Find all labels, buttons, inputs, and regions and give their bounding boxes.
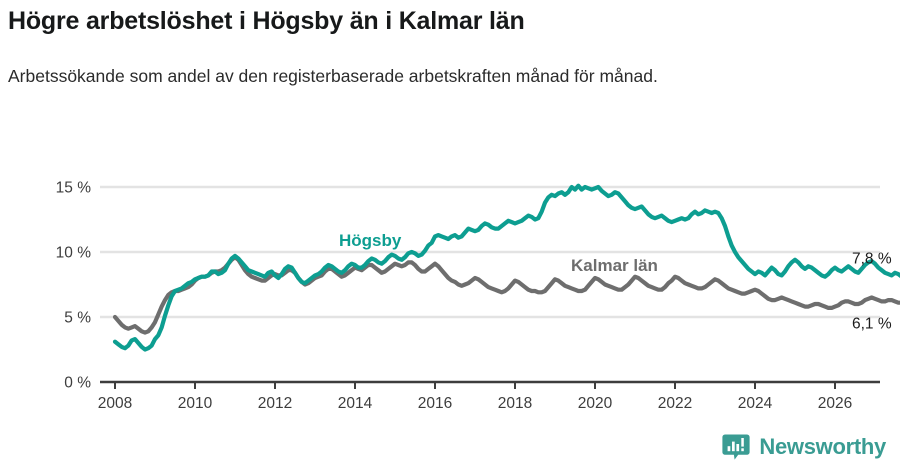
x-axis-ticks bbox=[114, 382, 836, 389]
series-label-kalmar-län: Kalmar län bbox=[571, 256, 658, 275]
x-axis-tick-labels: 2008 2010 2012 2014 2016 2018 2020 2022 2024 2026 bbox=[98, 395, 852, 412]
y-axis-tick-label: 5 % bbox=[64, 310, 91, 327]
x-axis-tick-label: 2012 bbox=[258, 395, 292, 412]
y-axis-tick-labels: 0 % 5 % 10 % 15 % bbox=[56, 180, 92, 392]
chart-series-lines bbox=[112, 183, 900, 352]
chart-gridlines bbox=[100, 185, 880, 319]
x-axis-tick-label: 2018 bbox=[498, 395, 532, 412]
endpoint-label-hogsby: 7,8 % bbox=[852, 251, 892, 268]
endpoint-label-kalmar-lan: 6,1 % bbox=[852, 316, 892, 333]
x-axis-tick-label: 2010 bbox=[178, 395, 213, 412]
x-axis-tick-label: 2014 bbox=[338, 395, 373, 412]
series-line-kalmar-län bbox=[112, 255, 900, 335]
series-line-högsby bbox=[112, 183, 900, 352]
y-axis-tick-label: 15 % bbox=[56, 180, 92, 197]
x-axis-tick-label: 2022 bbox=[658, 395, 692, 412]
x-axis-tick-label: 2024 bbox=[738, 395, 773, 412]
series-label-högsby: Högsby bbox=[339, 231, 402, 250]
page-subtitle: Arbetssökande som andel av den registerb… bbox=[8, 66, 658, 86]
line-chart: 0 % 5 % 10 % 15 % 2008 2010 2012 2014 2016 2018 2… bbox=[0, 150, 900, 420]
x-axis-tick-label: 2020 bbox=[578, 395, 613, 412]
y-axis-tick-label: 10 % bbox=[56, 245, 92, 262]
y-axis-tick-label: 0 % bbox=[64, 375, 91, 392]
brand-footer: Newsworthy bbox=[722, 430, 886, 464]
x-axis-tick-label: 2026 bbox=[818, 395, 852, 412]
page-title: Högre arbetslöshet i Högsby än i Kalmar … bbox=[8, 7, 525, 35]
newsworthy-logo-icon bbox=[722, 433, 751, 461]
chart-series-labels: Högsby Kalmar län bbox=[339, 231, 658, 275]
chart-canvas: 0 %5 %10 %15 % 2008 2010 2012 2014 2016 2018 2… bbox=[56, 180, 900, 412]
x-axis-tick-label: 2016 bbox=[418, 395, 452, 412]
chart-endpoint-value-labels: 7,8 % 6,1 % bbox=[852, 251, 892, 333]
brand-name: Newsworthy bbox=[759, 434, 886, 459]
x-axis-tick-label: 2008 bbox=[98, 395, 132, 412]
